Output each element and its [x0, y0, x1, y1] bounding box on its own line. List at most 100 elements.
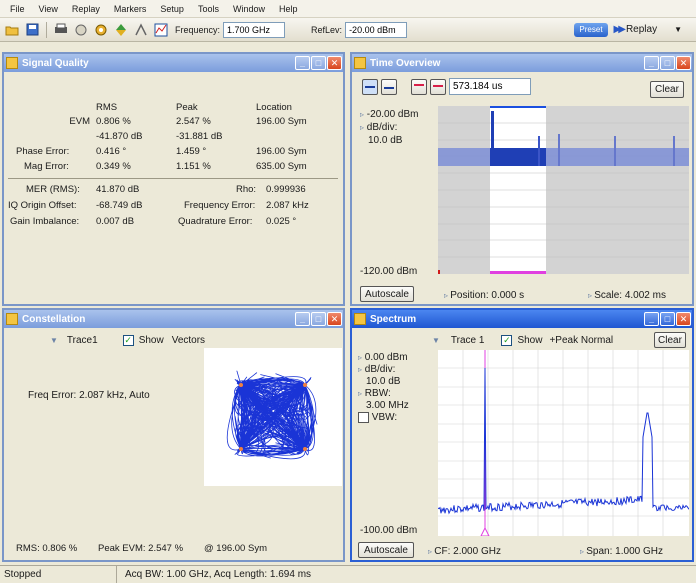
menu-tools[interactable]: Tools	[197, 3, 219, 14]
spectrum-plot[interactable]	[438, 350, 689, 536]
minimize-icon[interactable]: _	[295, 312, 310, 326]
reflev-input[interactable]	[345, 21, 408, 38]
presets-icon[interactable]	[73, 22, 89, 38]
replay-button[interactable]: ▶▶ Replay ▼	[614, 24, 682, 35]
center-frequency-readout[interactable]: ▹ CF: 2.000 GHz	[428, 546, 501, 557]
preset-button[interactable]: Preset	[574, 22, 608, 37]
markers-icon[interactable]	[113, 22, 129, 38]
analysis-length-icon[interactable]	[381, 78, 397, 95]
clear-button[interactable]: Clear	[654, 332, 686, 348]
position-readout[interactable]: ▹ Position: 0.000 s	[444, 290, 525, 301]
mag-error-location: 635.00 Sym	[256, 161, 307, 172]
scroll-arrow-icon[interactable]: ▹	[360, 123, 365, 132]
close-icon[interactable]: ✕	[676, 56, 691, 70]
scroll-arrow-icon[interactable]: ▹	[358, 365, 363, 374]
clear-button[interactable]: Clear	[650, 81, 684, 98]
evm-label: EVM	[69, 116, 90, 127]
constellation-footer: RMS: 0.806 % Peak EVM: 2.547 % @ 196.00 …	[16, 543, 336, 554]
chevron-down-icon[interactable]: ▼	[50, 336, 58, 345]
chevron-down-icon[interactable]: ▼	[432, 336, 440, 345]
scroll-arrow-icon[interactable]: ▹	[428, 547, 435, 556]
replay-label: Replay	[625, 24, 658, 35]
phase-error-rms: 0.416 °	[96, 146, 127, 157]
dbdiv-label: dB/div:	[364, 364, 396, 375]
show-checkbox[interactable]: ✓	[501, 335, 513, 346]
window-icon	[6, 57, 18, 69]
minimize-icon[interactable]: _	[644, 312, 659, 326]
save-icon[interactable]	[24, 22, 40, 38]
analysis-start-icon[interactable]	[362, 78, 378, 95]
maximize-icon[interactable]: □	[660, 56, 675, 70]
marker-toggle-icon[interactable]	[133, 22, 149, 38]
vectors-select[interactable]: Vectors	[171, 335, 206, 346]
constellation-plot[interactable]	[204, 348, 342, 486]
spectrum-panel: Spectrum _ □ ✕ ▼ Trace 1 ✓ Show +Peak No…	[350, 308, 694, 562]
quadrature-error-label: Quadrature Error:	[178, 216, 253, 227]
scroll-arrow-icon[interactable]: ▹	[580, 547, 587, 556]
trace-select[interactable]: Trace1	[66, 335, 98, 346]
spectrum-start-icon[interactable]	[411, 78, 427, 95]
scroll-arrow-icon[interactable]: ▹	[358, 353, 363, 362]
evm-location: 196.00 Sym	[256, 116, 307, 127]
maximize-icon[interactable]: □	[311, 312, 326, 326]
time-overview-panel: Time Overview _ □ ✕ Clear ▹ -20.00 dBm ▹…	[350, 52, 694, 306]
spectrum-axis-info: ▹ 0.00 dBm ▹ dB/div: 10.0 dB ▹ RBW: 3.00…	[358, 352, 409, 424]
menu-help[interactable]: Help	[278, 3, 298, 14]
scroll-arrow-icon[interactable]: ▹	[358, 389, 363, 398]
evm-peak: 2.547 %	[176, 116, 211, 127]
menu-view[interactable]: View	[38, 3, 58, 14]
evm-peak-db: -31.881 dB	[176, 131, 223, 142]
maximize-icon[interactable]: □	[660, 312, 675, 326]
panel-title: Signal Quality	[22, 57, 89, 69]
autoscale-button[interactable]: Autoscale	[358, 542, 414, 558]
time-value-input[interactable]	[449, 78, 531, 95]
scroll-arrow-icon[interactable]: ▹	[588, 291, 595, 300]
freq-error-readout: Freq Error: 2.087 kHz, Auto	[28, 390, 150, 401]
settings-gear-icon[interactable]	[93, 22, 109, 38]
maximize-icon[interactable]: □	[311, 56, 326, 70]
panel-title-bar[interactable]: Spectrum _ □ ✕	[352, 310, 692, 328]
menu-replay[interactable]: Replay	[71, 3, 100, 14]
time-controls	[362, 78, 531, 95]
phase-error-label: Phase Error:	[16, 146, 70, 157]
show-checkbox[interactable]: ✓	[122, 335, 134, 346]
scroll-arrow-icon[interactable]: ▹	[444, 291, 451, 300]
scale-readout[interactable]: ▹ Scale: 4.002 ms	[588, 290, 666, 301]
status-state: Stopped	[0, 566, 117, 583]
print-icon[interactable]	[53, 22, 69, 38]
panel-title: Constellation	[22, 313, 86, 325]
scroll-arrow-icon[interactable]: ▹	[360, 110, 365, 119]
measurement-icon[interactable]	[153, 22, 169, 38]
rho-value: 0.999936	[266, 184, 306, 195]
frequency-input[interactable]	[223, 21, 286, 38]
menu-markers[interactable]: Markers	[113, 3, 147, 14]
close-icon[interactable]: ✕	[327, 312, 342, 326]
phase-error-location: 196.00 Sym	[256, 146, 307, 157]
panel-title-bar[interactable]: Constellation _ □ ✕	[4, 310, 343, 328]
chevron-down-icon[interactable]: ▼	[674, 25, 682, 34]
time-overview-plot[interactable]	[438, 106, 689, 274]
close-icon[interactable]: ✕	[676, 312, 691, 326]
detection-mode-select[interactable]: +Peak Normal	[549, 335, 614, 346]
menu-file[interactable]: File	[10, 3, 25, 14]
menu-setup[interactable]: Setup	[160, 3, 184, 14]
time-axis-info: ▹ -20.00 dBm ▹ dB/div: 10.0 dB	[360, 108, 419, 147]
panel-title-bar[interactable]: Signal Quality _ □ ✕	[4, 54, 343, 72]
reflev-label: RefLev:	[311, 24, 343, 35]
span-readout[interactable]: ▹ Span: 1.000 GHz	[580, 546, 663, 557]
panel-title-bar[interactable]: Time Overview _ □ ✕	[352, 54, 692, 72]
header-rms: RMS	[96, 102, 118, 113]
trace-select[interactable]: Trace 1	[450, 335, 485, 346]
spectrum-length-icon[interactable]	[430, 78, 446, 95]
vbw-checkbox[interactable]	[358, 412, 369, 423]
open-folder-icon[interactable]	[4, 22, 20, 38]
menu-window[interactable]: Window	[232, 3, 265, 14]
frequency-label: Frequency:	[175, 24, 221, 35]
minimize-icon[interactable]: _	[295, 56, 310, 70]
signal-quality-panel: Signal Quality _ □ ✕ RMS Peak Location E…	[2, 52, 345, 306]
status-info: Acq BW: 1.00 GHz, Acq Length: 1.694 ms	[125, 569, 312, 580]
vbw-label: VBW:	[371, 412, 398, 424]
close-icon[interactable]: ✕	[327, 56, 342, 70]
autoscale-button[interactable]: Autoscale	[360, 286, 414, 302]
minimize-icon[interactable]: _	[644, 56, 659, 70]
